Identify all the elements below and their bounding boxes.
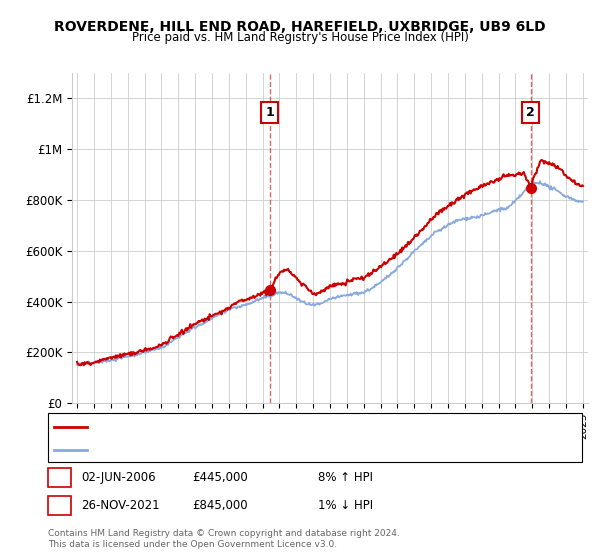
- Text: Price paid vs. HM Land Registry's House Price Index (HPI): Price paid vs. HM Land Registry's House …: [131, 31, 469, 44]
- Text: 1% ↓ HPI: 1% ↓ HPI: [318, 498, 373, 512]
- Text: 1: 1: [55, 470, 64, 484]
- Text: £845,000: £845,000: [192, 498, 248, 512]
- Text: ROVERDENE, HILL END ROAD, HAREFIELD, UXBRIDGE, UB9 6LD (detached house): ROVERDENE, HILL END ROAD, HAREFIELD, UXB…: [93, 422, 517, 432]
- Text: 1: 1: [265, 106, 274, 119]
- Text: HPI: Average price, detached house, Hillingdon: HPI: Average price, detached house, Hill…: [93, 445, 338, 455]
- Text: 8% ↑ HPI: 8% ↑ HPI: [318, 470, 373, 484]
- Text: ROVERDENE, HILL END ROAD, HAREFIELD, UXBRIDGE, UB9 6LD: ROVERDENE, HILL END ROAD, HAREFIELD, UXB…: [54, 20, 546, 34]
- Text: Contains HM Land Registry data © Crown copyright and database right 2024.
This d: Contains HM Land Registry data © Crown c…: [48, 529, 400, 549]
- Text: 2: 2: [526, 106, 535, 119]
- Text: 26-NOV-2021: 26-NOV-2021: [81, 498, 160, 512]
- Text: 2: 2: [55, 498, 64, 512]
- Text: £445,000: £445,000: [192, 470, 248, 484]
- Text: 02-JUN-2006: 02-JUN-2006: [81, 470, 155, 484]
